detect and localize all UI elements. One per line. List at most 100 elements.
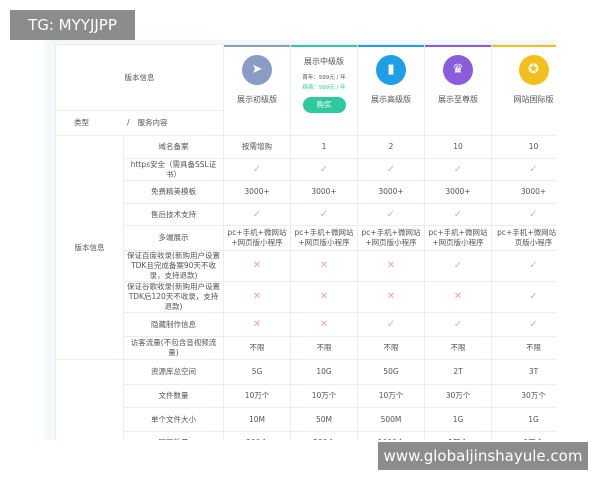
table-row: 免费精美模板 3000+ 3000+ 3000+ 3000+ 3000+ [56,180,556,204]
row-label: 访客流量(不包含音视频流量) [123,336,224,360]
cell-value: pc+手机+微网站+网页版小程序 [290,225,358,251]
table-row: https安全（需具备SSL证书） ✓ ✓ ✓ ✓ ✓ [56,158,556,181]
group-label [55,359,124,440]
cell-value: 10 [491,135,556,159]
check-icon: ✓ [223,158,291,181]
table-row: 保证百度收录(新购用户设置TDK且完成备案90天不收录，支持退款) ✕ ✕ ✕ ✓ ✓ [56,250,556,282]
cell-value: 不限 [424,336,492,360]
plan-name: 网站国际版 [513,95,554,104]
cell-value: 3000+ [424,180,492,204]
cell-value: pc+手机+微网站+网页版小程序 [424,225,492,251]
check-icon: ✓ [491,203,556,226]
row-label: 保证百度收录(新购用户设置TDK且完成备案90天不收录，支持退款) [123,250,224,282]
renew-price: 续费：599元 / 年 [302,85,346,91]
watermark-top: TG: MYYJJPP [10,10,135,40]
pricing-comparison: 版本信息 ➤ 展示初级版 展示中级版首年：599元 / 年续费：599元 / 年购买 ▮… [44,40,556,440]
row-label: 多端展示 [123,225,224,251]
cell-value: 不限 [491,336,556,360]
table-row: 资源库总空间 5G 10G 50G 2T 3T [55,359,556,440]
plan-name: 展示高级版 [371,95,411,104]
cross-icon: ✕ [223,312,291,337]
version-info-header: 版本信息 [55,44,224,111]
cell-value: 500个 [290,431,358,440]
table-row: 访客流量(不包含音视频流量) 不限 不限 不限 不限 不限 [56,336,556,360]
cross-icon: ✕ [290,281,358,313]
row-label: 免费精美模板 [123,180,224,204]
check-icon: ✓ [491,312,556,337]
table-row: 保证谷歌收录(新购用户设置TDK后120天不收录，支持退款) ✕ ✕ ✕ ✕ ✓ [56,281,556,313]
cell-value: 10万个 [290,384,358,408]
row-label: https安全（需具备SSL证书） [123,158,224,181]
cell-value: pc+手机+微网站+网页版小程序 [491,225,556,251]
table-row: 图册数量200个500个1000个1万个1万个 [56,431,556,440]
cell-value: 1万个 [424,431,492,440]
slash: / [127,118,130,127]
cell-value: 3000+ [223,180,291,204]
check-icon: ✓ [357,203,425,226]
cell-value: 按需增购 [223,135,291,159]
cell-value: 不限 [223,336,291,360]
plan-color-bar [224,45,290,47]
cell-value: 200个 [223,431,291,440]
plan-color-bar [425,45,491,47]
row-label: 文件数量 [123,384,224,408]
cell-value: 500M [357,407,425,432]
crown-icon: ♛ [443,55,473,85]
row-label: 图册数量 [123,431,224,440]
row-label: 隐藏制作信息 [123,312,224,337]
cell-value: 3T [491,359,556,385]
check-icon: ✓ [357,158,425,181]
plan-color-bar [358,45,424,47]
cell-value: pc+手机+微网站+网页版小程序 [357,225,425,251]
plan-header: ➤ 展示初级版 [223,44,291,136]
check-icon: ✓ [424,312,492,337]
cell-value: 不限 [357,336,425,360]
check-icon: ✓ [223,203,291,226]
cell-value: 30万个 [424,384,492,408]
plan-name: 展示至尊版 [438,95,478,104]
header-label: 版本信息 [124,72,155,82]
cross-icon: ✕ [223,250,291,282]
service-label: 服务内容 [137,118,168,127]
medal-icon: ✪ [518,55,549,85]
plan-name: 展示中级版 [304,57,344,66]
plan-color-bar [492,45,556,47]
cross-icon: ✕ [223,281,291,313]
watermark-bottom: www.globaljinshayule.com [378,442,588,470]
check-icon: ✓ [424,250,492,282]
cell-value: 50M [290,407,358,432]
table-row: 隐藏制作信息 ✕ ✕ ✓ ✓ ✓ [56,312,556,337]
bookmark-icon: ▮ [376,55,406,85]
paper-plane-icon: ➤ [242,55,272,85]
check-icon: ✓ [491,158,556,181]
cell-value: 1G [491,407,556,432]
buy-button[interactable]: 购买 [302,97,346,113]
cell-value: 1万个 [491,431,556,440]
plan-header: ♛ 展示至尊版 [424,44,492,136]
check-icon: ✓ [290,203,358,226]
cell-value: 10M [223,407,291,432]
row-label: 单个文件大小 [123,407,224,432]
cell-value: 10万个 [223,384,291,408]
check-icon: ✓ [290,158,358,181]
check-icon: ✓ [491,281,556,313]
type-label: 类型 [74,118,89,127]
table-row: 版本信息 域名备案 按需增购 1 2 10 10 [55,135,556,360]
cross-icon: ✕ [357,250,425,282]
group-label: 版本信息 [55,135,124,360]
plan-header: ✪ 网站国际版 [491,44,556,136]
first-year-price: 首年：599元 / 年 [302,75,346,81]
cell-value: 3000+ [357,180,425,204]
plan-header: ▮ 展示高级版 [357,44,425,136]
cell-value: 5G [223,359,291,385]
cell-value: 1 [290,135,358,159]
table-row: 单个文件大小 10M 50M 500M 1G 1G [56,407,556,432]
check-icon: ✓ [491,250,556,282]
cell-value: 2 [357,135,425,159]
cell-value: 1000个 [357,431,425,440]
table-row: 售后技术支持 ✓ ✓ ✓ ✓ ✓ [56,203,556,226]
row-label: 售后技术支持 [123,203,224,226]
plan-color-bar [291,45,357,47]
row-label: 保证谷歌收录(新购用户设置TDK后120天不收录，支持退款) [123,281,224,313]
row-label: 域名备案 [123,135,224,159]
